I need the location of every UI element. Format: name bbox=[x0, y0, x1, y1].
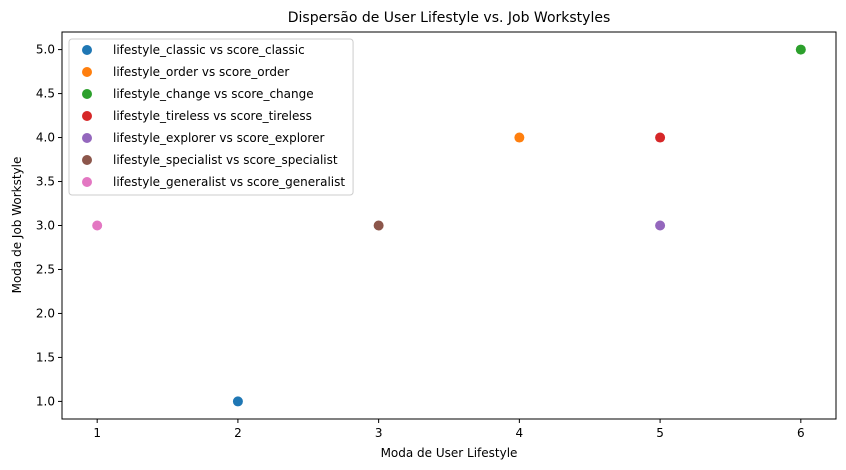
legend-label-3: lifestyle_tireless vs score_tireless bbox=[113, 109, 312, 123]
legend: lifestyle_classic vs score_classiclifest… bbox=[68, 38, 354, 196]
legend-label-6: lifestyle_generalist vs score_generalist bbox=[113, 175, 345, 189]
x-tick-label-3: 4 bbox=[516, 426, 524, 440]
legend-label-4: lifestyle_explorer vs score_explorer bbox=[113, 131, 324, 145]
data-point-2-0 bbox=[795, 44, 806, 55]
legend-marker-1 bbox=[82, 67, 92, 77]
x-tick-label-2: 3 bbox=[375, 426, 383, 440]
y-tick-label-7: 4.5 bbox=[36, 87, 55, 101]
y-tick-label-4: 3.0 bbox=[36, 219, 55, 233]
y-tick-label-0: 1.0 bbox=[36, 394, 55, 408]
legend-label-5: lifestyle_specialist vs score_specialist bbox=[113, 153, 338, 167]
legend-marker-4 bbox=[82, 133, 92, 143]
data-point-6-0 bbox=[92, 220, 103, 231]
legend-marker-5 bbox=[82, 155, 92, 165]
legend-marker-2 bbox=[82, 89, 92, 99]
x-tick-label-4: 5 bbox=[656, 426, 664, 440]
y-axis-label: Moda de Job Workstyle bbox=[10, 157, 24, 294]
data-point-0-0 bbox=[232, 396, 243, 407]
chart-title: Dispersão de User Lifestyle vs. Job Work… bbox=[288, 10, 611, 26]
y-tick-label-6: 4.0 bbox=[36, 131, 55, 145]
x-tick-label-0: 1 bbox=[93, 426, 101, 440]
data-point-1-0 bbox=[514, 132, 525, 143]
y-axis: 1.0 1.5 2.0 2.5 3.0 3.5 4.0 4.5 5.0 bbox=[36, 43, 62, 408]
y-tick-label-3: 2.5 bbox=[36, 262, 55, 276]
y-tick-label-2: 2.0 bbox=[36, 306, 55, 320]
data-point-5-0 bbox=[373, 220, 384, 231]
y-tick-label-8: 5.0 bbox=[36, 43, 55, 57]
x-tick-label-1: 2 bbox=[234, 426, 242, 440]
x-axis-label: Moda de User Lifestyle bbox=[381, 446, 518, 460]
x-axis: 1 2 3 4 5 6 bbox=[93, 419, 805, 440]
legend-label-0: lifestyle_classic vs score_classic bbox=[113, 43, 305, 57]
plot-marks bbox=[92, 44, 806, 407]
x-tick-label-5: 6 bbox=[797, 426, 805, 440]
legend-marker-0 bbox=[82, 45, 92, 55]
data-point-4-0 bbox=[655, 220, 666, 231]
legend-marker-3 bbox=[82, 111, 92, 121]
y-tick-label-5: 3.5 bbox=[36, 175, 55, 189]
legend-box bbox=[68, 38, 354, 196]
y-tick-label-1: 1.5 bbox=[36, 350, 55, 364]
legend-label-1: lifestyle_order vs score_order bbox=[113, 65, 289, 79]
legend-marker-6 bbox=[82, 177, 92, 187]
legend-label-2: lifestyle_change vs score_change bbox=[113, 87, 314, 101]
data-point-3-0 bbox=[655, 132, 666, 143]
